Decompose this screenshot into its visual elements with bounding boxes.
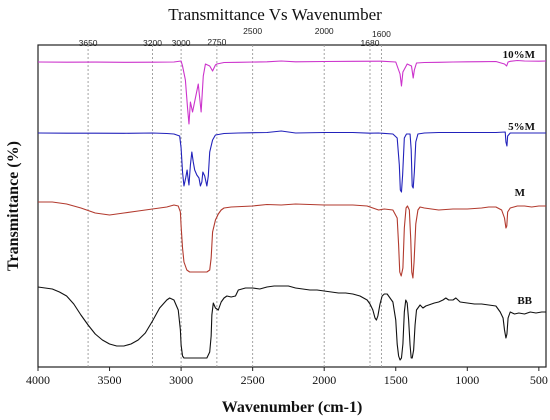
x-axis-label: Wavenumber (cm-1) [222,399,363,416]
y-axis-label: Transmittance (%) [5,141,22,271]
reference-label-3000: 3000 [172,38,191,48]
series-line-5pctM [37,130,546,193]
x-tick-label-4000: 4000 [26,373,50,387]
x-axis-ticks: 4000 3500 3000 2500 2000 1500 1000 500 [26,367,548,387]
x-tick-label-3000: 3000 [169,373,193,387]
series-line-BB [37,285,546,361]
series-label-10pctM: 10%M [503,49,536,61]
series-label-M: M [515,187,526,199]
x-tick-label-3500: 3500 [98,373,122,387]
series-label-BB: BB [517,295,532,307]
reference-label-2500: 2500 [243,26,262,36]
reference-label-3200: 3200 [143,38,162,48]
reference-label-2000: 2000 [315,26,334,36]
x-tick-label-500: 500 [530,373,548,387]
reference-label-1600: 1600 [372,29,391,39]
series-lines [37,59,547,361]
series-line-10pctM [37,59,547,125]
reference-label-3650: 3650 [79,38,98,48]
x-tick-label-2500: 2500 [241,373,265,387]
reference-label-2750: 2750 [207,37,226,47]
x-tick-label-2000: 2000 [312,373,336,387]
series-line-M [38,201,546,279]
series-labels: 10%M 5%M M BB [503,49,536,307]
chart-title: Transmittance Vs Wavenumber [168,5,382,24]
reference-label-1680: 1680 [361,38,380,48]
series-label-5pctM: 5%M [508,121,536,133]
x-tick-label-1500: 1500 [384,373,408,387]
x-tick-label-1000: 1000 [455,373,479,387]
plot-frame [37,44,547,368]
